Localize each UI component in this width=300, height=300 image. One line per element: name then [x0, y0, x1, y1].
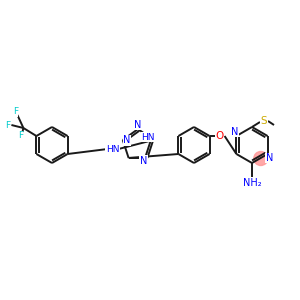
Text: F: F [5, 122, 10, 130]
Text: N: N [134, 120, 142, 130]
Text: NH₂: NH₂ [243, 178, 261, 188]
Text: HN: HN [106, 145, 119, 154]
Text: F: F [18, 131, 23, 140]
Circle shape [254, 152, 268, 166]
Text: N: N [123, 135, 130, 145]
Text: S: S [261, 116, 267, 126]
Text: N: N [140, 156, 147, 166]
Text: F: F [13, 107, 18, 116]
Text: HN: HN [142, 133, 155, 142]
Text: N: N [266, 153, 273, 163]
Text: O: O [215, 131, 224, 141]
Text: N: N [231, 127, 238, 137]
